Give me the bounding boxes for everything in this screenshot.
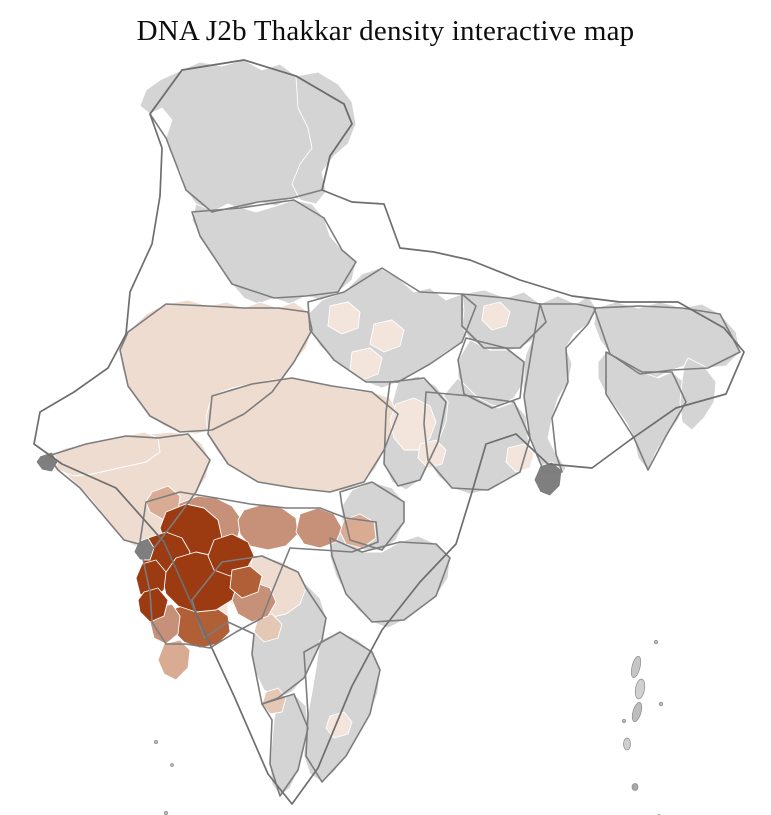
island-little-andaman[interactable] <box>624 738 631 750</box>
border-karnataka <box>192 556 326 704</box>
india-choropleth-map[interactable] <box>0 52 771 815</box>
page-title: DNA J2b Thakkar density interactive map <box>136 15 635 47</box>
country-border-overlay <box>34 60 744 804</box>
border-andhra <box>330 538 450 622</box>
border-kerala <box>262 694 308 796</box>
border-uttar-pradesh <box>308 268 476 382</box>
border-india-national <box>34 60 744 804</box>
region-sholapur-edge-core[interactable] <box>230 566 262 598</box>
island-andaman-islet-c[interactable] <box>622 719 626 723</box>
region-karnataka-light-pocket[interactable] <box>254 614 282 642</box>
border-jharkhand <box>458 338 524 408</box>
border-gujarat <box>48 434 210 548</box>
border-punjab-haryana <box>192 200 356 298</box>
island-car-nicobar[interactable] <box>632 784 638 791</box>
region-bihar-light-pocket[interactable] <box>482 302 510 330</box>
region-manipur-nagaland[interactable] <box>680 358 716 430</box>
border-rajasthan <box>120 304 312 432</box>
border-madhya-pradesh <box>208 378 398 492</box>
region-up-light-pocket-c[interactable] <box>350 348 382 380</box>
border-bihar <box>462 294 546 348</box>
region-himachal-punjab-haryana[interactable] <box>192 200 356 304</box>
region-up-light-pocket-a[interactable] <box>328 302 360 334</box>
island-group-lakshadweep[interactable] <box>154 740 173 815</box>
border-telangana <box>340 482 404 550</box>
island-andaman-islet-a[interactable] <box>654 640 657 643</box>
region-maharashtra-nagpur-belt[interactable] <box>340 514 376 548</box>
border-chhattisgarh <box>384 378 446 486</box>
region-maharashtra-konkan-south[interactable] <box>158 640 190 680</box>
region-up-light-pocket-b[interactable] <box>370 320 404 352</box>
border-northeast <box>594 306 740 374</box>
island-north-andaman[interactable] <box>629 655 642 678</box>
island-minicoy[interactable] <box>164 811 168 815</box>
region-jharkhand[interactable] <box>458 340 524 406</box>
region-sundarbans-dark[interactable] <box>534 462 562 496</box>
map-canvas[interactable] <box>0 52 771 815</box>
island-lakshadweep-b[interactable] <box>171 764 174 767</box>
island-andaman-islet-b[interactable] <box>659 702 663 706</box>
border-odisha <box>424 392 530 490</box>
region-konkan-raigad-core[interactable] <box>138 588 168 622</box>
island-south-andaman[interactable] <box>630 701 643 722</box>
border-maharashtra <box>140 492 378 648</box>
border-assam-south <box>606 352 686 470</box>
island-group-andaman-nicobar[interactable] <box>622 640 663 815</box>
island-middle-andaman[interactable] <box>634 678 646 699</box>
region-kerala[interactable] <box>270 694 308 796</box>
island-lakshadweep-a[interactable] <box>154 740 157 743</box>
